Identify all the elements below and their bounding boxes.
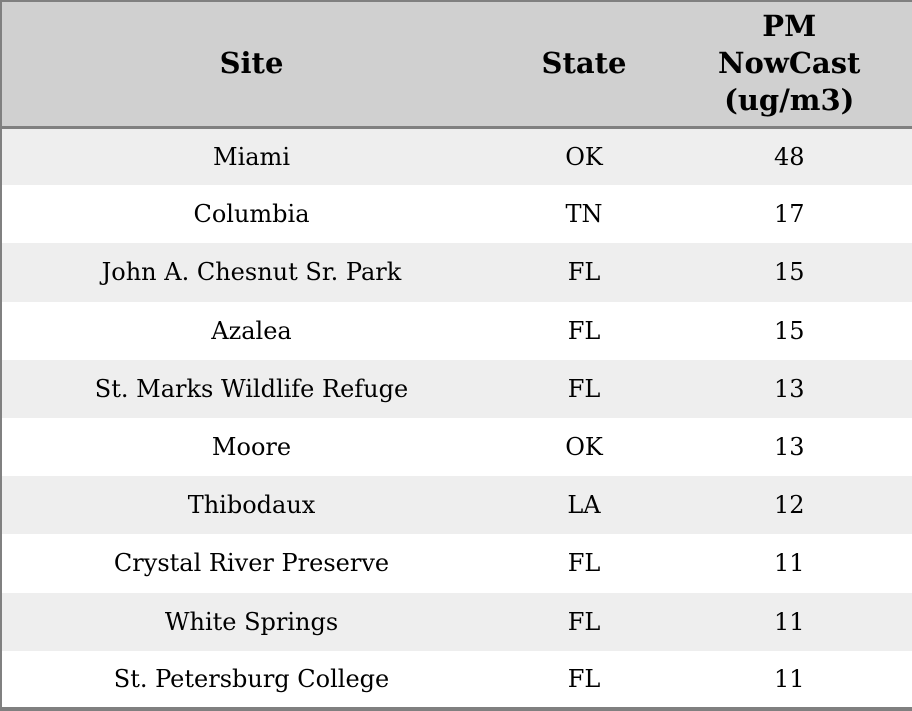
column-header-site: Site <box>1 1 501 129</box>
pm-cell: 15 <box>773 316 805 345</box>
table-row: St. Petersburg College FL 11 <box>1 650 912 709</box>
state-cell: FL <box>567 549 601 578</box>
state-cell: TN <box>565 200 603 229</box>
state-cell: FL <box>567 374 601 403</box>
pm-cell: 13 <box>773 374 805 403</box>
site-cell: John A. Chesnut Sr. Park <box>101 258 402 287</box>
header-row: Site State PM NowCast (ug/m3) <box>1 1 912 129</box>
site-cell: St. Marks Wildlife Refuge <box>94 374 409 403</box>
state-cell: LA <box>567 491 601 520</box>
state-cell: FL <box>567 258 601 287</box>
state-cell: FL <box>567 316 601 345</box>
pm-cell: 17 <box>773 200 805 229</box>
site-cell: Moore <box>211 433 292 462</box>
table-row: Moore OK 13 <box>1 417 912 477</box>
site-cell: Crystal River Preserve <box>113 549 390 578</box>
table-row: St. Marks Wildlife Refuge FL 13 <box>1 359 912 418</box>
state-cell: OK <box>565 433 603 462</box>
table-row: Crystal River Preserve FL 11 <box>1 534 912 593</box>
state-cell: OK <box>565 142 603 171</box>
pm-cell: 13 <box>773 433 805 462</box>
site-cell: St. Petersburg College <box>113 664 390 693</box>
pm-cell: 12 <box>773 491 805 520</box>
pm-cell: 11 <box>773 549 805 578</box>
table-body: Miami OK 48 Columbia TN 17 John A. Chesn… <box>1 127 912 709</box>
table-row: Columbia TN 17 <box>1 185 912 244</box>
table-header: Site State PM NowCast (ug/m3) <box>1 1 912 129</box>
pm-cell: 15 <box>773 258 805 287</box>
table-row: Thibodaux LA 12 <box>1 476 912 535</box>
site-cell: Columbia <box>193 200 310 229</box>
site-cell: Azalea <box>211 316 292 345</box>
state-cell: FL <box>567 607 601 636</box>
pm-cell: 11 <box>773 664 805 693</box>
pm-cell: 48 <box>773 142 805 171</box>
column-header-pm-nowcast: PM NowCast (ug/m3) <box>667 1 912 129</box>
column-header-state: State <box>501 1 667 129</box>
site-cell: Miami <box>213 142 290 171</box>
site-cell: Thibodaux <box>187 491 316 520</box>
table-row: White Springs FL 11 <box>1 592 912 651</box>
state-cell: FL <box>567 664 601 693</box>
table-row: John A. Chesnut Sr. Park FL 15 <box>1 243 912 302</box>
table-row: Azalea FL 15 <box>1 301 912 360</box>
site-cell: White Springs <box>164 607 339 636</box>
pm-cell: 11 <box>773 607 805 636</box>
table-row: Miami OK 48 <box>1 127 912 186</box>
